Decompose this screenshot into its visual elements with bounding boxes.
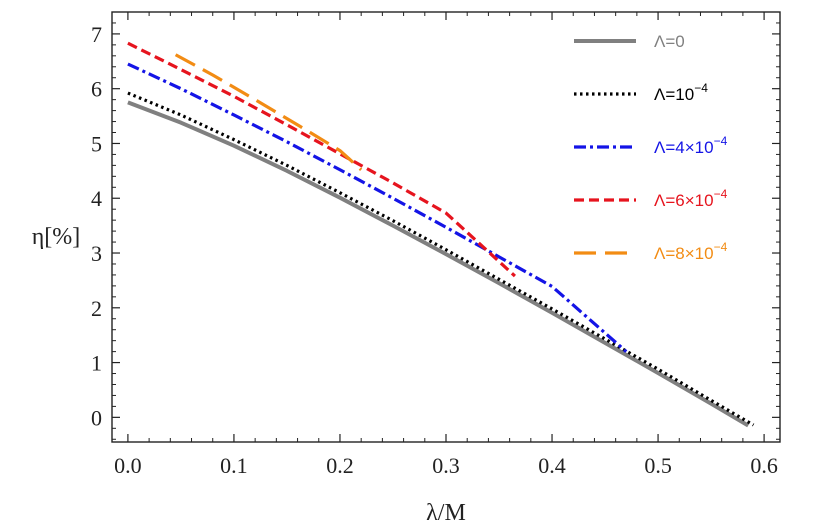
y-tick-label: 2 [91, 296, 102, 321]
y-tick-label: 6 [91, 77, 102, 102]
x-axis-label: λ/M [426, 500, 466, 526]
axis-ticks [112, 12, 780, 442]
y-tick-label: 0 [91, 405, 102, 430]
legend: Λ=0Λ=10−4Λ=4×10−4Λ=6×10−4Λ=8×10−4 [574, 32, 728, 263]
x-tick-label: 0.4 [538, 453, 566, 478]
legend-label: Λ=6×10−4 [654, 187, 728, 210]
y-tick-label: 7 [91, 22, 102, 47]
x-tick-label: 0.3 [432, 453, 460, 478]
x-tick-label: 0.1 [220, 453, 248, 478]
legend-label-exponent: −4 [714, 134, 728, 148]
legend-label-base: Λ=10 [654, 85, 694, 104]
series-line [127, 100, 750, 428]
legend-label-base: Λ=0 [654, 32, 685, 51]
y-tick-label: 4 [91, 186, 102, 211]
legend-label-exponent: −4 [694, 81, 708, 95]
series-lines [127, 41, 755, 428]
legend-label: Λ=4×10−4 [654, 134, 728, 157]
legend-label-base: Λ=6×10 [654, 191, 714, 210]
legend-label-base: Λ=8×10 [654, 244, 714, 263]
x-tick-label: 0.2 [326, 453, 354, 478]
y-tick-labels: 0 1 2 3 4 5 6 7 [91, 22, 102, 430]
y-tick-label: 5 [91, 131, 102, 156]
x-tick-label: 0.0 [114, 453, 142, 478]
y-axis-label: η[%] [32, 224, 81, 250]
x-tick-labels: 0.0 0.1 0.2 0.3 0.4 0.5 0.6 [114, 453, 778, 478]
legend-label: Λ=10−4 [654, 81, 708, 104]
series-line [127, 62, 628, 353]
x-tick-label: 0.6 [750, 453, 778, 478]
series-line [174, 53, 363, 171]
legend-label-base: Λ=4×10 [654, 138, 714, 157]
y-tick-label: 3 [91, 241, 102, 266]
legend-label: Λ=0 [654, 32, 685, 51]
x-tick-label: 0.5 [644, 453, 672, 478]
series-line [127, 41, 516, 278]
series-line [127, 91, 755, 427]
legend-label-exponent: −4 [714, 187, 728, 201]
legend-label-exponent: −4 [714, 240, 728, 254]
legend-label: Λ=8×10−4 [654, 240, 728, 263]
y-tick-label: 1 [91, 351, 102, 376]
